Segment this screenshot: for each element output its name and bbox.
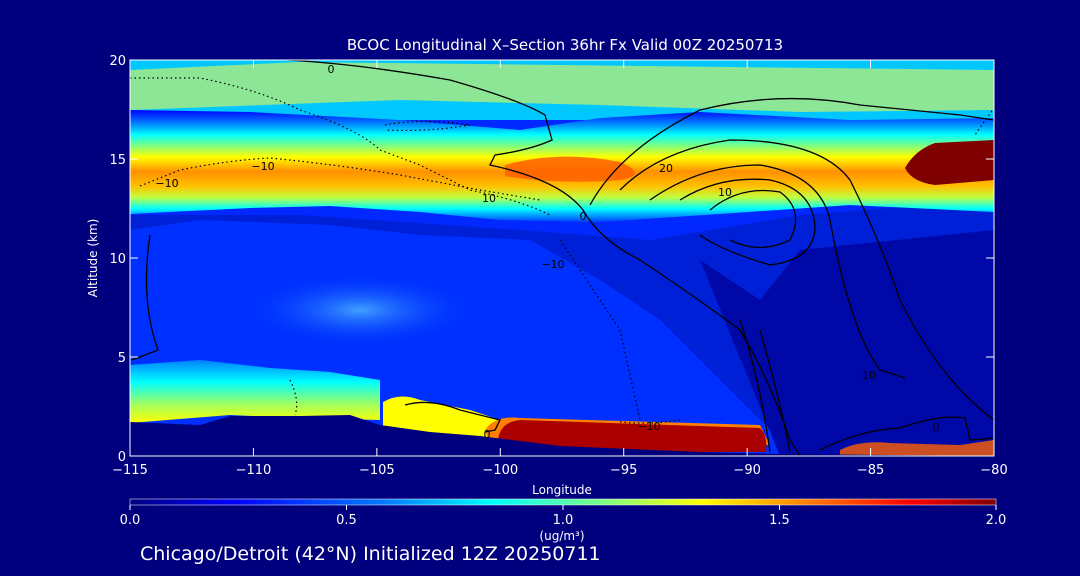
terrain bbox=[130, 415, 994, 456]
plot-area bbox=[130, 60, 994, 456]
contour-label: −10 bbox=[637, 420, 660, 433]
y-axis-label: Altitude (km) bbox=[86, 219, 100, 298]
contour-label: 0 bbox=[580, 210, 587, 223]
colorbar-ticks: 0.0 0.5 1.0 1.5 2.0 bbox=[120, 505, 1007, 528]
contour-label: 20 bbox=[659, 162, 673, 175]
contour-label: −10 bbox=[155, 177, 178, 190]
contour-line bbox=[404, 401, 501, 433]
x-tick-label: −90 bbox=[733, 463, 760, 478]
x-tick-label: −85 bbox=[857, 463, 884, 478]
contour-label: 10 bbox=[718, 186, 732, 199]
colorbar-tick-label: 1.5 bbox=[769, 513, 790, 528]
contour-line bbox=[582, 209, 801, 456]
contour-line-dotted bbox=[139, 157, 541, 201]
y-tick-label: 20 bbox=[109, 54, 126, 69]
contour-line bbox=[589, 97, 994, 206]
x-axis: −115 −110 −105 −100 −95 −90 −85 −80 bbox=[112, 60, 1008, 478]
contour-label: −10 bbox=[251, 160, 274, 173]
contour-line-dotted bbox=[130, 77, 551, 216]
upper-orange-center bbox=[505, 156, 635, 182]
colorbar bbox=[129, 498, 997, 506]
contour-label: 10 bbox=[482, 192, 496, 205]
x-tick-label: −105 bbox=[359, 463, 395, 478]
y-axis: 0 5 10 15 20 bbox=[109, 54, 994, 465]
contour-line bbox=[131, 234, 159, 361]
chart-title: BCOC Longitudinal X–Section 36hr Fx Vali… bbox=[347, 36, 783, 54]
colorbar-tick-label: 0.0 bbox=[120, 513, 141, 528]
surface-plume-core bbox=[498, 420, 767, 452]
contour-label: 10 bbox=[862, 369, 876, 382]
x-tick-label: −110 bbox=[236, 463, 272, 478]
contour-line-dotted bbox=[619, 419, 681, 424]
contour-line bbox=[819, 416, 994, 451]
contour-line bbox=[759, 329, 791, 453]
colorbar-unit-label: (ug/m³) bbox=[539, 529, 584, 543]
low-west bbox=[130, 360, 380, 423]
contour-label: 0 bbox=[484, 428, 491, 441]
contour-labels: 0 −10 −10 −10 10 20 0 10 0 10 −10 0 bbox=[155, 63, 939, 441]
contour-line bbox=[286, 60, 584, 211]
contour-line-dotted bbox=[384, 120, 471, 132]
contour-line bbox=[739, 319, 771, 453]
upper-max-east bbox=[905, 140, 994, 185]
y-tick-label: 15 bbox=[109, 153, 126, 168]
contour-line-dotted bbox=[559, 239, 641, 421]
surface-east-plume bbox=[840, 440, 994, 456]
contour-label: 0 bbox=[328, 63, 335, 76]
x-axis-label: Longitude bbox=[532, 483, 592, 497]
x-tick-label: −100 bbox=[482, 463, 518, 478]
field-east-dark bbox=[700, 230, 994, 456]
colorbar-tick-label: 0.5 bbox=[336, 513, 357, 528]
y-tick-label: 5 bbox=[118, 351, 126, 366]
contours-solid bbox=[131, 60, 994, 456]
mid-dome bbox=[250, 275, 470, 345]
contour-label: −10 bbox=[541, 258, 564, 271]
contour-line bbox=[649, 164, 906, 379]
contour-line bbox=[679, 178, 816, 266]
x-tick-label: −95 bbox=[610, 463, 637, 478]
contour-line bbox=[619, 139, 994, 421]
footer-caption: Chicago/Detroit (42°N) Initialized 12Z 2… bbox=[140, 543, 601, 565]
contour-label: 0 bbox=[933, 421, 940, 434]
low-west-yellow bbox=[383, 396, 500, 438]
colorbar-tick-label: 1.0 bbox=[553, 513, 574, 528]
x-tick-label: −115 bbox=[112, 463, 148, 478]
contours-dotted bbox=[130, 77, 994, 424]
x-tick-label: −80 bbox=[980, 463, 1007, 478]
contour-line bbox=[709, 189, 797, 249]
y-tick-label: 0 bbox=[118, 450, 126, 465]
contour-line-dotted bbox=[974, 107, 994, 136]
y-tick-label: 10 bbox=[109, 252, 126, 267]
colorbar-tick-label: 2.0 bbox=[986, 513, 1007, 528]
field-top-yellow bbox=[130, 62, 994, 112]
